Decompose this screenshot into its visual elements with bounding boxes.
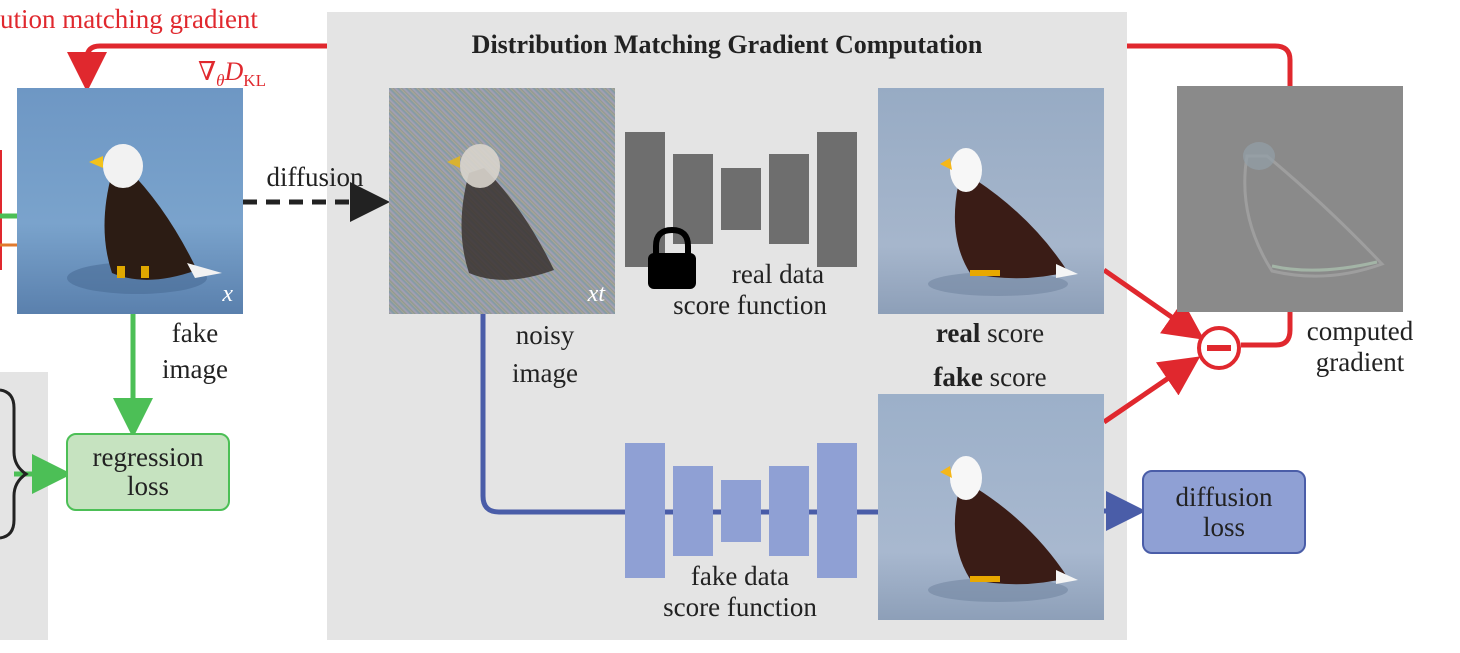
panel-title: Distribution Matching Gradient Computati… bbox=[471, 30, 983, 59]
diffusion-loss-box: diffusion loss bbox=[1142, 470, 1306, 554]
fake-unet bbox=[625, 443, 857, 578]
fake-score-image bbox=[878, 394, 1104, 620]
real-unet bbox=[625, 132, 857, 267]
gradient-symbol: ∇θDKL bbox=[198, 57, 266, 90]
left-panel bbox=[0, 372, 48, 640]
fake-score-fn-label: fake data score function bbox=[663, 561, 817, 622]
regression-loss-box: regression loss bbox=[66, 433, 230, 511]
eagle-icon bbox=[67, 144, 222, 294]
noisy-image-var: xt bbox=[587, 281, 605, 307]
fake-image-label: fake image bbox=[162, 318, 228, 384]
red-right-line bbox=[1127, 43, 1293, 86]
fake-image-var: x bbox=[222, 281, 233, 307]
minus-sign bbox=[1207, 345, 1231, 351]
red-fake-arrow bbox=[1102, 356, 1201, 425]
diffusion-label: diffusion bbox=[266, 162, 364, 192]
noisy-eagle-icon bbox=[447, 144, 554, 280]
computed-gradient-image bbox=[1177, 86, 1403, 312]
brace bbox=[0, 388, 29, 540]
fake-eagle-icon bbox=[928, 456, 1078, 602]
fake-score-label: fake score bbox=[933, 362, 1047, 392]
fake-image: x bbox=[17, 88, 243, 314]
gradient-label: ution matching gradient bbox=[0, 4, 258, 34]
blue-path bbox=[480, 314, 878, 515]
red-top-arrow bbox=[67, 43, 327, 92]
computed-gradient-label: computed gradient bbox=[1306, 316, 1414, 377]
noisy-image-label: noisy image bbox=[512, 320, 578, 388]
real-eagle-icon bbox=[928, 148, 1078, 296]
lock-icon bbox=[648, 226, 696, 289]
real-score-fn-label: real data score function bbox=[673, 259, 827, 320]
gradient-eagle-icon bbox=[1243, 142, 1385, 278]
red-gradient-link bbox=[1241, 312, 1293, 348]
noisy-image: xt bbox=[389, 88, 615, 314]
red-real-arrow bbox=[1102, 267, 1205, 340]
real-score-image bbox=[878, 88, 1104, 314]
real-score-label: real score bbox=[935, 318, 1045, 348]
